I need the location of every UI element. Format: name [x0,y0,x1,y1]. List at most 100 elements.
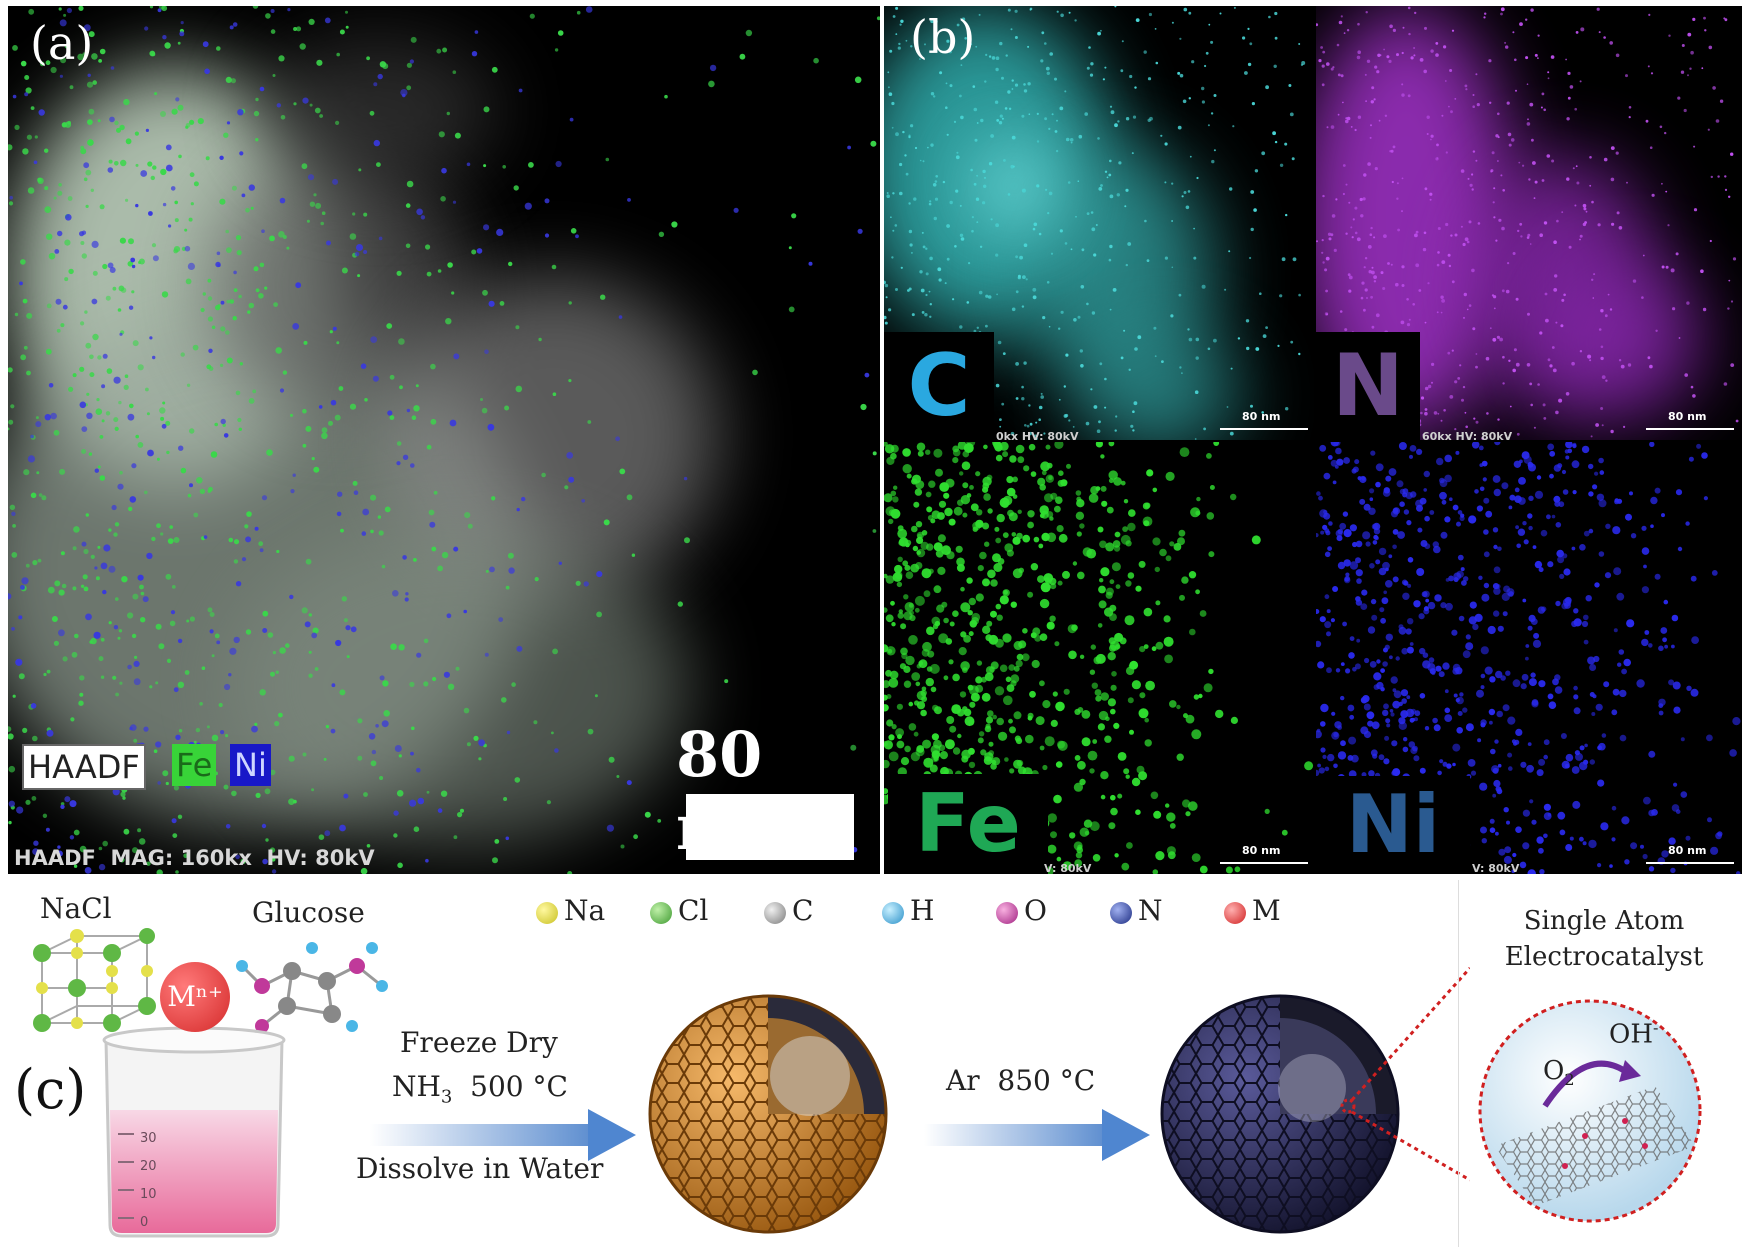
speckle [1185,714,1195,724]
speckle [1318,59,1322,63]
map-n: N 60kx HV: 80kV 80 nm [1316,6,1742,440]
speckle [357,755,363,761]
speckle [1453,572,1462,581]
speckle [1492,527,1499,533]
speckle [116,127,121,133]
speckle [428,509,435,516]
speckle [1015,397,1019,400]
step2-ar: Ar 850 °C [946,1064,1096,1097]
speckle [252,6,259,9]
speckle [1469,601,1477,609]
speckle [140,617,146,623]
speckle [481,407,488,414]
speckle [1031,659,1040,669]
speckle [985,723,991,729]
speckle [1010,28,1013,31]
map-hud: 0kx HV: 80kV [996,430,1079,440]
speckle [1610,177,1615,182]
speckle [88,452,93,456]
speckle [1053,794,1062,804]
speckle [1693,145,1696,148]
speckle [1543,803,1551,811]
speckle [83,586,89,592]
speckle [252,389,257,394]
speckle [1421,591,1428,598]
speckle [1609,41,1613,45]
speckle [189,616,195,622]
speckle [32,735,38,742]
speckle [914,146,918,150]
speckle [968,631,974,637]
speckle [157,781,161,785]
speckle [945,638,953,645]
speckle [1281,257,1286,262]
panel-c-label: (c) [14,1058,87,1121]
speckle [1649,146,1653,149]
speckle [985,716,994,724]
speckle [109,267,116,273]
speckle [370,336,378,343]
step2-arrowhead [1102,1109,1150,1161]
speckle [1108,442,1115,447]
speckle [925,293,928,297]
speckle [1562,553,1568,559]
speckle [219,198,226,205]
speckle [1013,641,1023,650]
speckle [1481,838,1487,844]
speckle [1620,364,1625,369]
speckle [1589,156,1592,159]
speckle [929,200,932,203]
speckle [905,655,915,666]
speckle [1389,655,1393,660]
speckle [1670,867,1676,874]
speckle [1551,346,1555,349]
speckle [1363,503,1371,511]
speckle [1571,546,1576,551]
speckle [1213,149,1216,152]
speckle [100,637,105,642]
speckle [72,546,77,551]
speckle [982,476,992,486]
speckle [1480,722,1486,728]
speckle [16,806,24,814]
speckle [1057,740,1068,751]
speckle [460,808,464,813]
speckle [1066,463,1071,469]
speckle [1383,48,1385,51]
speckle [1362,531,1371,540]
speckle [1498,218,1502,222]
speckle [1348,275,1353,280]
speckle [1298,293,1301,297]
speckle [1461,580,1467,586]
speckle [1509,405,1512,408]
speckle [1064,90,1067,93]
speckle [922,739,932,749]
speckle [1181,195,1184,198]
speckle [72,586,77,591]
speckle [1113,722,1120,729]
speckle [1173,543,1182,551]
speckle [916,536,924,544]
speckle [86,81,94,88]
speckle [1142,516,1153,527]
speckle [1065,353,1069,357]
speckle [1478,575,1483,580]
speckle [1489,720,1493,725]
speckle [91,53,98,60]
speckle [1008,718,1013,724]
speckle [1392,544,1397,550]
speckle [102,353,108,359]
speckle [1190,507,1201,518]
speckle [1088,46,1091,49]
speckle [929,256,933,261]
speckle [1210,112,1214,115]
speckle [1690,50,1694,55]
speckle [959,233,964,237]
speckle [246,511,252,517]
map-scale-label: 80 nm [1668,410,1707,423]
speckle [1351,754,1359,763]
speckle [1382,561,1390,570]
speckle [888,308,892,312]
speckle [1116,193,1120,197]
speckle [138,258,145,265]
